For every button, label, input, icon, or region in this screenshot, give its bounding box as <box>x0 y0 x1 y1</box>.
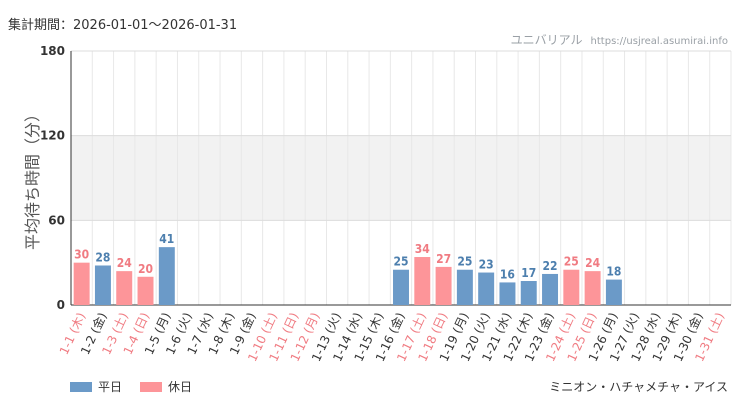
period-label: 集計期間：2026-01-01～2026-01-31 <box>8 18 238 33</box>
bar-value-label: 16 <box>500 267 515 281</box>
bar-value-label: 17 <box>521 266 536 280</box>
bar-value-label: 24 <box>117 256 133 270</box>
bar-value-label: 27 <box>436 252 451 266</box>
y-axis-label: 平均待ち時間（分） <box>23 106 42 250</box>
bar <box>116 271 133 305</box>
legend: 平日 休日 <box>70 378 192 395</box>
site-name: ユニバリアル <box>510 33 583 47</box>
legend-weekday: 平日 <box>70 378 122 395</box>
bar <box>478 272 495 305</box>
y-tick-label: 120 <box>40 129 65 143</box>
bar <box>73 262 90 305</box>
shaded-band <box>71 135 731 221</box>
y-tick-label: 0 <box>57 298 65 312</box>
bar <box>499 282 516 305</box>
y-tick-label: 180 <box>40 44 65 58</box>
bar-value-label: 25 <box>457 255 472 269</box>
bar <box>584 271 601 305</box>
bar <box>414 257 431 305</box>
bar-value-label: 25 <box>393 255 408 269</box>
bar-value-label: 28 <box>95 250 110 264</box>
bar <box>393 269 409 305</box>
bar <box>435 266 452 305</box>
bar-value-label: 30 <box>74 248 89 262</box>
bar-value-label: 20 <box>138 262 153 276</box>
legend-holiday-label: 休日 <box>168 380 193 394</box>
bar <box>563 269 580 305</box>
bar <box>542 273 559 305</box>
weekday-swatch <box>70 381 92 392</box>
bar-value-label: 34 <box>415 242 431 256</box>
y-tick-label: 60 <box>48 213 65 227</box>
legend-holiday: 休日 <box>140 378 192 395</box>
bar-value-label: 22 <box>543 259 558 273</box>
attraction-name: ミニオン・ハチャメチャ・アイス <box>549 380 728 394</box>
bar <box>520 281 537 305</box>
bar <box>94 265 111 305</box>
bar <box>456 269 473 305</box>
site-credit: ユニバリアル https://usjreal.asumirai.info <box>511 31 728 48</box>
bar <box>605 279 622 305</box>
bar <box>158 247 175 305</box>
bar-value-label: 24 <box>585 256 601 270</box>
bar <box>137 276 154 305</box>
bar-value-label: 18 <box>606 265 621 279</box>
bar-value-label: 23 <box>479 258 494 272</box>
bar-value-label: 25 <box>564 255 579 269</box>
holiday-swatch <box>140 381 163 392</box>
bar-value-label: 41 <box>159 232 174 246</box>
site-url: https://usjreal.asumirai.info <box>590 36 728 47</box>
legend-weekday-label: 平日 <box>98 380 123 394</box>
